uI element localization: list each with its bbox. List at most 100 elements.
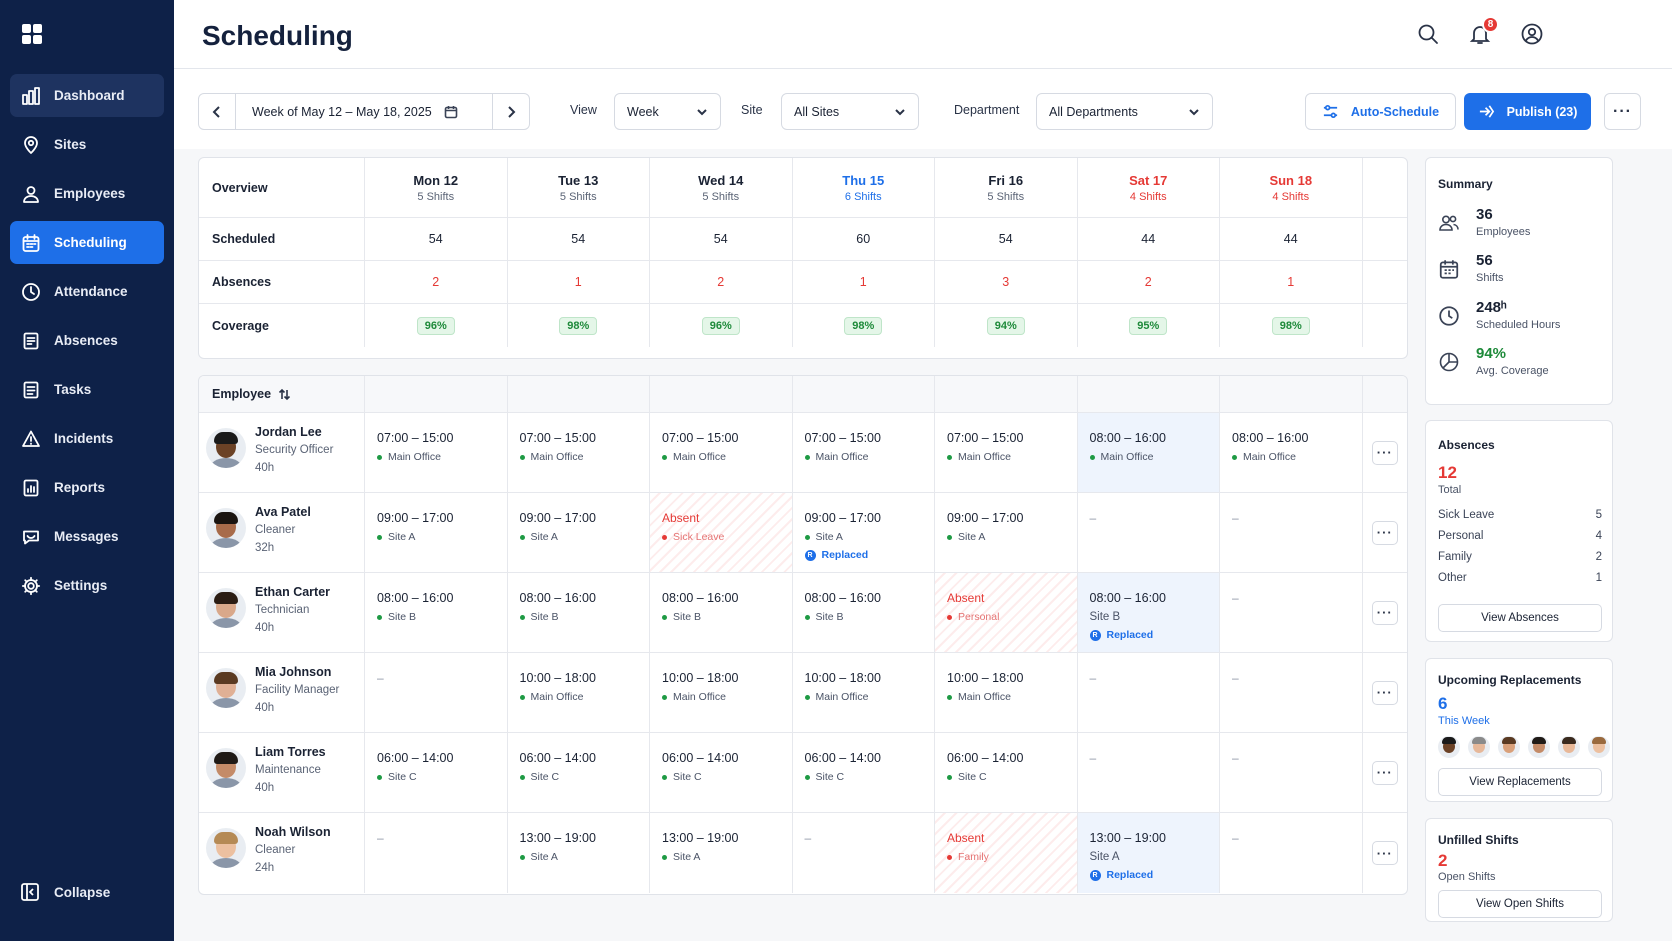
replacement-avatar[interactable] — [1498, 736, 1520, 758]
replacement-avatar[interactable] — [1528, 736, 1550, 758]
empty-shift-cell[interactable]: – — [1220, 813, 1363, 893]
shift-cell[interactable]: 10:00 – 18:00 Main Office — [935, 653, 1078, 732]
shift-cell[interactable]: 06:00 – 14:00 Site C — [365, 733, 508, 812]
view-select[interactable]: Week — [614, 93, 721, 130]
shift-time: 08:00 – 16:00 — [804, 591, 881, 605]
sidebar-item-absences[interactable]: Absences — [10, 319, 164, 362]
shift-cell[interactable]: 06:00 – 14:00 Site C — [508, 733, 650, 812]
employee-info[interactable]: Mia Johnson Facility Manager 40h — [199, 653, 365, 732]
shift-cell[interactable]: 09:00 – 17:00 Site A — [365, 493, 508, 572]
overview-cell: 94% — [935, 304, 1078, 347]
shift-time: 08:00 – 16:00 — [377, 591, 454, 605]
shift-cell[interactable]: 08:00 – 16:00 Site B R Replaced — [1077, 573, 1220, 652]
shift-cell[interactable]: 08:00 – 16:00 Site B — [508, 573, 650, 652]
shift-cell[interactable]: 07:00 – 15:00 Main Office — [793, 413, 935, 492]
shift-cell[interactable]: 08:00 – 16:00 Main Office — [1220, 413, 1363, 492]
sidebar-item-scheduling[interactable]: Scheduling — [10, 221, 164, 264]
employee-info[interactable]: Ava Patel Cleaner 32h — [199, 493, 365, 572]
row-more-button[interactable]: ··· — [1371, 760, 1398, 785]
week-picker[interactable]: Week of May 12 – May 18, 2025 — [235, 94, 493, 129]
shift-cell[interactable]: 06:00 – 14:00 Site C — [793, 733, 935, 812]
shift-cell[interactable]: 09:00 – 17:00 Site A — [935, 493, 1078, 572]
shift-cell[interactable]: 13:00 – 19:00 Site A — [508, 813, 650, 893]
empty-shift-cell[interactable]: – — [1078, 653, 1220, 732]
replacement-avatar[interactable] — [1438, 736, 1460, 758]
notifications-bell-icon[interactable]: 8 — [1468, 16, 1499, 48]
header: Scheduling 8 — [174, 0, 1672, 69]
user-account-icon[interactable] — [1520, 22, 1546, 48]
absence-cell[interactable]: Absent Sick Leave — [650, 493, 793, 572]
employee-info[interactable]: Jordan Lee Security Officer 40h — [199, 413, 365, 492]
row-more-button[interactable]: ··· — [1371, 841, 1398, 865]
employee-column-header[interactable]: Employee — [199, 376, 365, 412]
sidebar-item-settings[interactable]: Settings — [10, 564, 164, 607]
sidebar-item-reports[interactable]: Reports — [10, 466, 164, 509]
empty-shift-cell[interactable]: – — [1078, 493, 1220, 572]
shift-cell[interactable]: 09:00 – 17:00 Site A — [508, 493, 650, 572]
auto-schedule-button[interactable]: Auto-Schedule — [1305, 93, 1456, 130]
view-replacements-button[interactable]: View Replacements — [1438, 768, 1602, 796]
empty-shift-cell[interactable]: – — [1220, 733, 1363, 812]
empty-shift-cell[interactable]: – — [365, 813, 508, 893]
collapse-button[interactable]: Collapse — [20, 882, 110, 902]
shift-cell[interactable]: 07:00 – 15:00 Main Office — [365, 413, 508, 492]
shift-cell[interactable]: 10:00 – 18:00 Main Office — [508, 653, 650, 732]
employee-role: Maintenance — [255, 764, 321, 776]
day-name: Sat 17 — [1129, 172, 1168, 188]
shift-cell[interactable]: 07:00 – 15:00 Main Office — [935, 413, 1078, 492]
shift-cell[interactable]: 08:00 – 16:00 Site B — [365, 573, 508, 652]
shift-cell[interactable]: 08:00 – 16:00 Site B — [650, 573, 793, 652]
row-more-button[interactable]: ··· — [1371, 680, 1398, 705]
absent-label: Absent — [662, 511, 700, 525]
empty-shift-cell[interactable]: – — [1078, 733, 1220, 812]
employee-info[interactable]: Noah Wilson Cleaner 24h — [199, 813, 365, 893]
row-actions: ··· — [1363, 813, 1408, 893]
shift-cell[interactable]: 08:00 – 16:00 Site B — [793, 573, 935, 652]
empty-shift-cell[interactable]: – — [793, 813, 935, 893]
sidebar-item-dashboard[interactable]: Dashboard — [10, 74, 164, 117]
replacement-avatar[interactable] — [1558, 736, 1580, 758]
sidebar-item-tasks[interactable]: Tasks — [10, 368, 164, 411]
sidebar-item-employees[interactable]: Employees — [10, 172, 164, 215]
row-more-button[interactable]: ··· — [1371, 600, 1398, 625]
absence-cell[interactable]: Absent Family — [935, 813, 1078, 893]
department-select[interactable]: All Departments — [1036, 93, 1213, 130]
shift-cell[interactable]: 13:00 – 19:00 Site A R Replaced — [1077, 813, 1220, 893]
shift-cell[interactable]: 07:00 – 15:00 Main Office — [508, 413, 650, 492]
shift-cell[interactable]: 13:00 – 19:00 Site A — [650, 813, 793, 893]
search-icon[interactable] — [1416, 22, 1442, 48]
empty-shift-cell[interactable]: – — [1220, 573, 1363, 652]
replacement-avatar[interactable] — [1468, 736, 1490, 758]
shift-location: Site A — [377, 531, 507, 543]
employee-hours: 24h — [255, 862, 275, 874]
site-select[interactable]: All Sites — [781, 93, 919, 130]
shift-cell[interactable]: 06:00 – 14:00 Site C — [935, 733, 1078, 812]
empty-shift-cell[interactable]: – — [365, 653, 508, 732]
app-grid-icon[interactable] — [22, 24, 42, 44]
shift-cell[interactable]: 07:00 – 15:00 Main Office — [650, 413, 793, 492]
overview-cell: 95% — [1078, 304, 1220, 347]
shift-cell[interactable]: 08:00 – 16:00 Main Office — [1077, 413, 1220, 492]
shift-cell[interactable]: 06:00 – 14:00 Site C — [650, 733, 793, 812]
empty-shift-cell[interactable]: – — [1220, 653, 1363, 732]
view-absences-button[interactable]: View Absences — [1438, 604, 1602, 632]
more-options-button[interactable]: ··· — [1604, 93, 1641, 130]
sidebar-item-sites[interactable]: Sites — [10, 123, 164, 166]
previous-week-button[interactable] — [199, 94, 235, 129]
shift-cell[interactable]: 10:00 – 18:00 Main Office — [793, 653, 935, 732]
replacement-avatar[interactable] — [1588, 736, 1610, 758]
sidebar-item-messages[interactable]: Messages — [10, 515, 164, 558]
absence-cell[interactable]: Absent Personal — [935, 573, 1078, 652]
view-open-shifts-button[interactable]: View Open Shifts — [1438, 890, 1602, 918]
shift-cell[interactable]: 09:00 – 17:00 Site A R Replaced — [793, 493, 935, 572]
sidebar-item-attendance[interactable]: Attendance — [10, 270, 164, 313]
employee-info[interactable]: Liam Torres Maintenance 40h — [199, 733, 365, 812]
row-more-button[interactable]: ··· — [1371, 520, 1398, 545]
row-more-button[interactable]: ··· — [1371, 440, 1398, 465]
sidebar-item-incidents[interactable]: Incidents — [10, 417, 164, 460]
publish-button[interactable]: Publish (23) — [1464, 93, 1591, 130]
shift-cell[interactable]: 10:00 – 18:00 Main Office — [650, 653, 793, 732]
employee-info[interactable]: Ethan Carter Technician 40h — [199, 573, 365, 652]
next-week-button[interactable] — [493, 94, 529, 129]
empty-shift-cell[interactable]: – — [1220, 493, 1363, 572]
